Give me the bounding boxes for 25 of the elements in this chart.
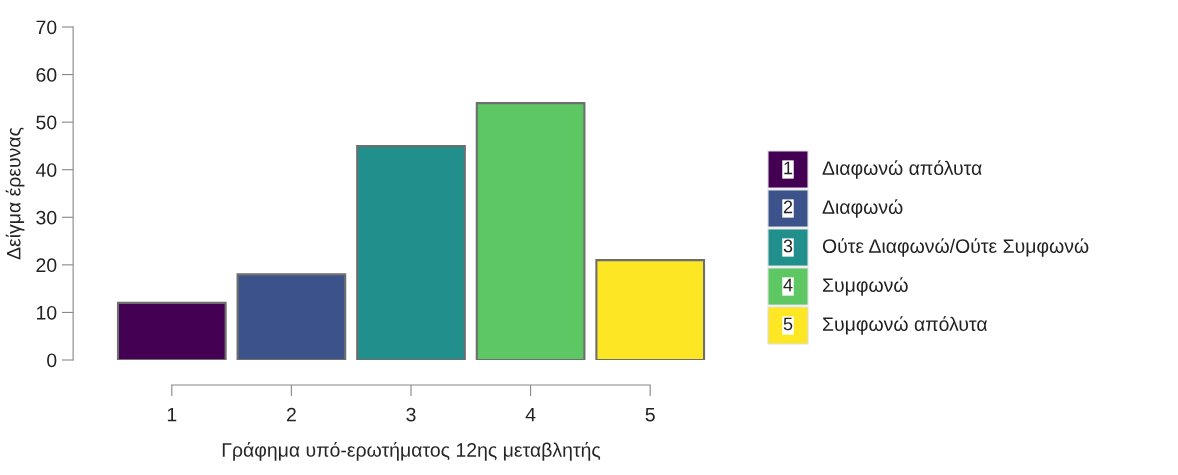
y-tick-label: 40 bbox=[35, 163, 57, 177]
legend-label: Διαφωνώ απόλυτα bbox=[822, 160, 982, 179]
category-label: 2 bbox=[783, 200, 793, 214]
category-label: 3 bbox=[783, 239, 793, 253]
x-tick-label: 2 bbox=[286, 407, 296, 422]
x-axis-title: Γράφημα υπό-ερωτήματος 12ης μεταβλητής bbox=[222, 442, 601, 461]
x-tick-label: 5 bbox=[645, 407, 655, 422]
y-tick-label: 60 bbox=[36, 68, 57, 82]
category-label: 1 bbox=[784, 161, 793, 175]
x-tick-label: 3 bbox=[406, 407, 416, 422]
y-tick-label: 50 bbox=[36, 115, 57, 130]
legend-label: Συμφωνώ bbox=[823, 277, 908, 296]
legend-label: Διαφωνώ bbox=[822, 199, 903, 218]
y-tick-label: 20 bbox=[36, 258, 57, 273]
category-label: 5 bbox=[783, 317, 793, 331]
y-tick-label: 0 bbox=[47, 353, 57, 368]
y-axis-title: Δείγμα έρευνας bbox=[5, 127, 25, 260]
legend-label: Συμφωνώ απόλυτα bbox=[823, 316, 988, 335]
y-tick-label: 30 bbox=[36, 210, 57, 225]
legend-label: Ούτε Διαφωνώ/Ούτε Συμφωνώ bbox=[822, 238, 1089, 257]
y-tick-label: 70 bbox=[36, 20, 57, 35]
x-tick-label: 4 bbox=[525, 407, 536, 422]
y-tick-label: 10 bbox=[37, 305, 57, 320]
category-label: 4 bbox=[783, 278, 793, 292]
x-tick-label: 1 bbox=[167, 407, 177, 422]
